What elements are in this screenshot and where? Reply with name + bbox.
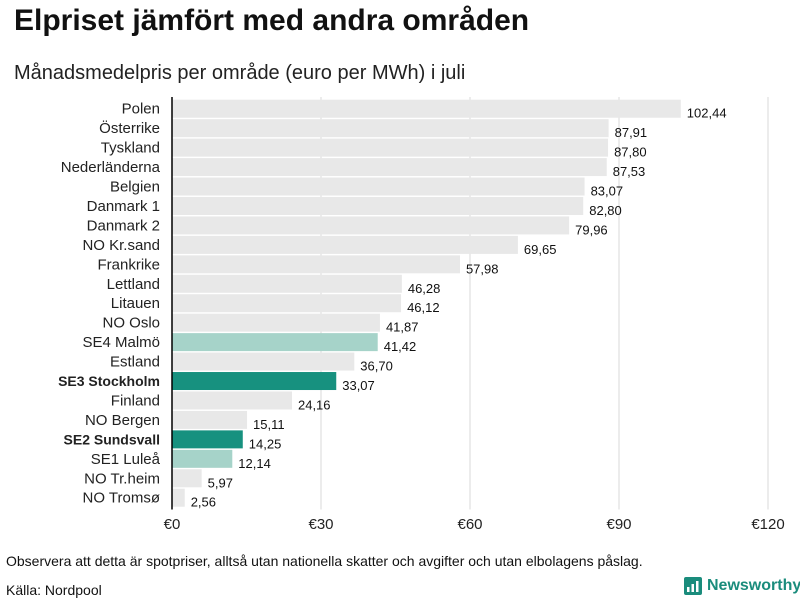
bar bbox=[172, 469, 202, 488]
x-tick-label: €30 bbox=[308, 516, 333, 533]
category-label: SE4 Malmö bbox=[82, 334, 160, 351]
bar bbox=[172, 410, 248, 429]
footnote: Observera att detta är spotpriser, allts… bbox=[6, 553, 643, 569]
bar bbox=[172, 119, 609, 138]
bar bbox=[172, 449, 233, 468]
value-label: 83,07 bbox=[591, 184, 624, 199]
category-label: Danmark 2 bbox=[87, 217, 160, 234]
value-label: 79,96 bbox=[575, 222, 608, 237]
value-label: 87,80 bbox=[614, 145, 647, 160]
category-label: NO Bergen bbox=[85, 412, 160, 429]
value-label: 87,91 bbox=[615, 125, 648, 140]
category-label: NO Oslo bbox=[102, 315, 160, 332]
category-label: Belgien bbox=[110, 179, 160, 196]
bar bbox=[172, 294, 402, 313]
category-label: Lettland bbox=[107, 276, 160, 293]
value-label: 33,07 bbox=[342, 378, 375, 393]
value-label: 57,98 bbox=[466, 261, 499, 276]
bar bbox=[172, 430, 243, 449]
value-label: 12,14 bbox=[238, 456, 271, 471]
brand-logo: Newsworthy bbox=[684, 577, 800, 595]
category-label: Frankrike bbox=[97, 256, 160, 273]
category-label: Nederländerna bbox=[61, 159, 161, 176]
bar bbox=[172, 352, 355, 371]
value-label: 24,16 bbox=[298, 397, 331, 412]
value-label: 69,65 bbox=[524, 242, 557, 257]
value-label: 14,25 bbox=[249, 436, 282, 451]
x-tick-label: €60 bbox=[457, 516, 482, 533]
category-label: Tyskland bbox=[101, 140, 160, 157]
bar bbox=[172, 488, 185, 507]
category-label: NO Tr.heim bbox=[84, 470, 160, 487]
bar bbox=[172, 99, 681, 118]
bar bbox=[172, 196, 584, 215]
chart-title: Elpriset jämfört med andra områden bbox=[14, 4, 530, 37]
category-label: Estland bbox=[110, 354, 160, 371]
value-label: 82,80 bbox=[589, 203, 622, 218]
bar bbox=[172, 313, 380, 332]
bar bbox=[172, 158, 607, 177]
newsworthy-icon bbox=[684, 577, 702, 595]
value-label: 5,97 bbox=[208, 475, 233, 490]
bar bbox=[172, 216, 570, 235]
category-label: SE3 Stockholm bbox=[58, 373, 160, 389]
value-label: 41,42 bbox=[384, 339, 417, 354]
category-label: Österrike bbox=[99, 119, 160, 137]
category-label: Litauen bbox=[111, 295, 160, 312]
category-label: Polen bbox=[122, 101, 160, 118]
bar-chart: Polen 102,44 Österrike 87,91 Tyskland 87,80 Ne… bbox=[58, 97, 785, 533]
x-tick-label: €120 bbox=[751, 516, 784, 533]
category-label: NO Tromsø bbox=[83, 490, 161, 507]
value-label: 87,53 bbox=[613, 164, 646, 179]
x-tick-label: €0 bbox=[164, 516, 181, 533]
value-label: 46,28 bbox=[408, 281, 441, 296]
value-label: 41,87 bbox=[386, 320, 419, 335]
bar bbox=[172, 255, 460, 274]
category-label: Danmark 1 bbox=[87, 198, 160, 215]
category-label: Finland bbox=[111, 392, 160, 409]
category-label: SE2 Sundsvall bbox=[64, 431, 160, 447]
x-tick-label: €90 bbox=[606, 516, 631, 533]
bar bbox=[172, 274, 402, 293]
bar bbox=[172, 372, 337, 391]
bar bbox=[172, 391, 292, 410]
brand-name: Newsworthy bbox=[707, 577, 800, 594]
value-label: 102,44 bbox=[687, 106, 727, 121]
bar bbox=[172, 333, 378, 352]
value-label: 15,11 bbox=[253, 417, 285, 432]
source-label: Källa: Nordpool bbox=[6, 582, 102, 598]
category-label: SE1 Luleå bbox=[91, 451, 161, 468]
bar bbox=[172, 235, 518, 254]
value-label: 46,12 bbox=[407, 300, 440, 315]
bar bbox=[172, 177, 585, 196]
bar bbox=[172, 138, 609, 157]
value-label: 2,56 bbox=[191, 495, 216, 510]
category-label: NO Kr.sand bbox=[82, 237, 160, 254]
chart-subtitle: Månadsmedelpris per område (euro per MWh… bbox=[14, 62, 466, 84]
value-label: 36,70 bbox=[360, 359, 393, 374]
